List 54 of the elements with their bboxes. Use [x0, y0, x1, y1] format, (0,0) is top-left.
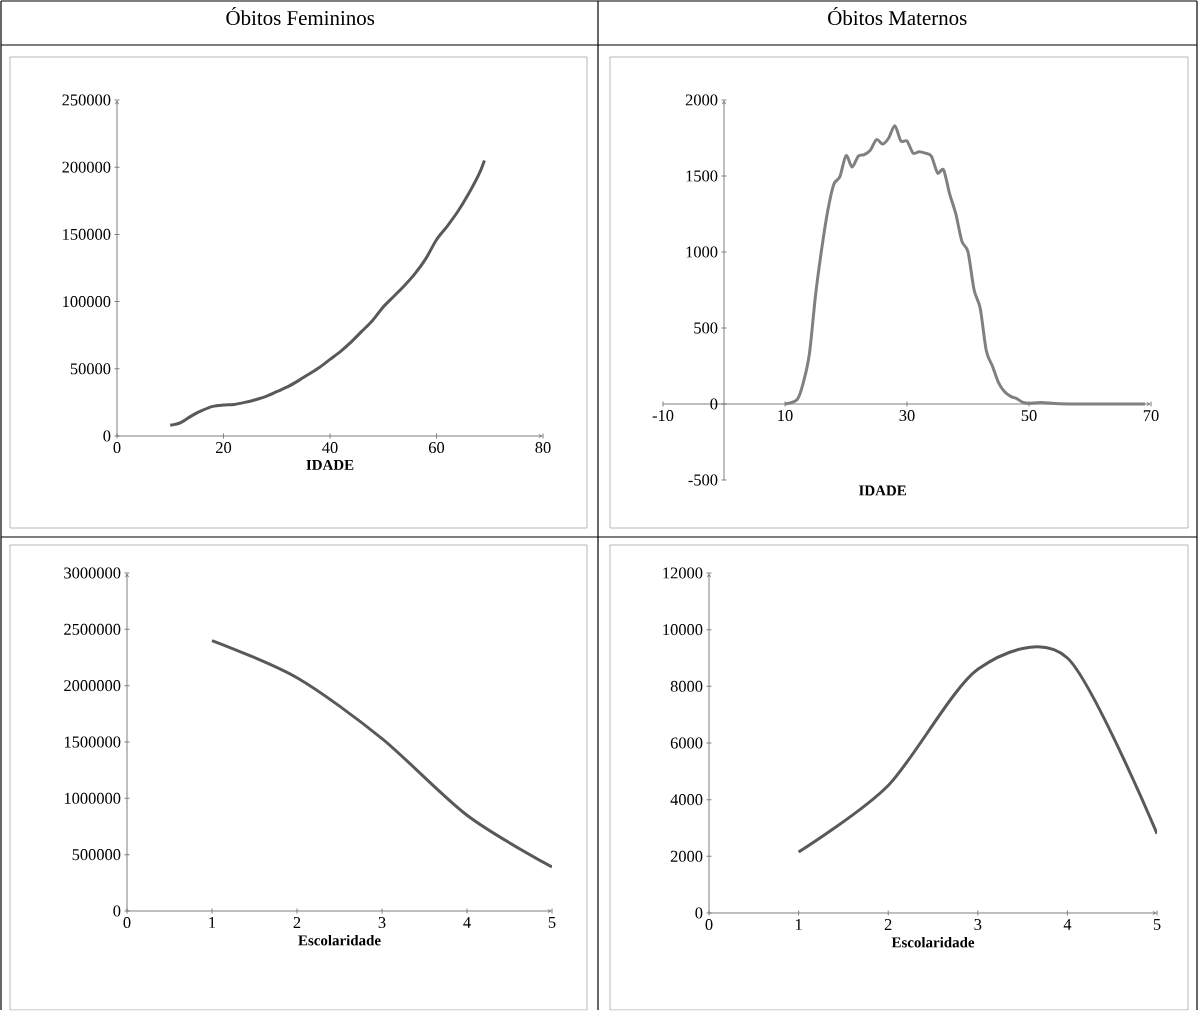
x-tick-label: 10 — [778, 410, 793, 422]
y-tick-label: 0 — [103, 430, 111, 442]
y-tick-label: 150000 — [63, 229, 111, 241]
y-tick-label: 3000000 — [64, 567, 121, 579]
x-tick-label: 3 — [974, 919, 982, 931]
y-tick-label: 0 — [113, 905, 121, 917]
y-tick-label: 1500 — [686, 170, 718, 182]
x-axis-title: Escolaridade — [298, 935, 381, 946]
y-tick-label: 1000 — [686, 246, 718, 258]
x-tick-label: 2 — [293, 917, 301, 929]
y-tick-label: 2500000 — [64, 623, 121, 636]
x-tick-label: 70 — [1143, 410, 1159, 422]
y-tick-label: 4000 — [670, 794, 703, 806]
y-tick-label: 250000 — [62, 94, 111, 106]
x-axis-title: IDADE — [306, 460, 354, 471]
y-tick-label: 50000 — [70, 363, 111, 375]
y-tick-label: 6000 — [670, 737, 703, 749]
y-tick-label: 10000 — [663, 624, 703, 636]
y-tick-label: 2000000 — [64, 680, 121, 692]
y-tick-label: 12000 — [663, 567, 703, 579]
y-tick-label: 500000 — [72, 849, 121, 861]
line-series — [210, 639, 552, 869]
y-tick-label: 100000 — [63, 296, 111, 308]
x-tick-label: 60 — [428, 442, 445, 454]
x-tick-label: 5 — [548, 917, 556, 929]
chart-title: Óbitos Maternos — [828, 7, 967, 26]
y-tick-label: 2000 — [685, 94, 718, 106]
y-tick-label: 200000 — [62, 161, 111, 173]
y-tick-label: 8000 — [670, 680, 703, 693]
x-tick-label: 0 — [123, 917, 131, 929]
x-tick-label: 30 — [899, 410, 915, 422]
line-series — [168, 159, 486, 427]
x-axis-title: Escolaridade — [891, 937, 975, 948]
x-tick-label: 40 — [322, 442, 338, 454]
y-tick-label: 0 — [710, 398, 718, 410]
x-tick-label: -10 — [652, 410, 674, 422]
x-tick-label: 5 — [1153, 919, 1161, 931]
x-tick-label: 1 — [795, 919, 802, 931]
y-tick-label: 1000000 — [64, 792, 121, 805]
x-tick-label: 2 — [884, 919, 892, 931]
y-tick-label: 0 — [695, 907, 703, 919]
x-axis-title: IDADE — [859, 485, 906, 496]
x-tick-label: 20 — [216, 442, 232, 454]
chart-title: Óbitos Femininos — [226, 7, 375, 26]
y-tick-label: 500 — [694, 322, 718, 334]
y-tick-label: -500 — [688, 474, 718, 486]
x-tick-label: 1 — [209, 917, 216, 929]
x-tick-label: 50 — [1021, 410, 1037, 422]
x-tick-label: 4 — [1063, 919, 1072, 931]
y-tick-label: 2000 — [670, 850, 703, 863]
y-tick-label: 1500000 — [64, 736, 121, 748]
x-tick-label: 4 — [463, 917, 471, 929]
x-tick-label: 3 — [378, 917, 386, 929]
x-tick-label: 80 — [535, 442, 551, 454]
